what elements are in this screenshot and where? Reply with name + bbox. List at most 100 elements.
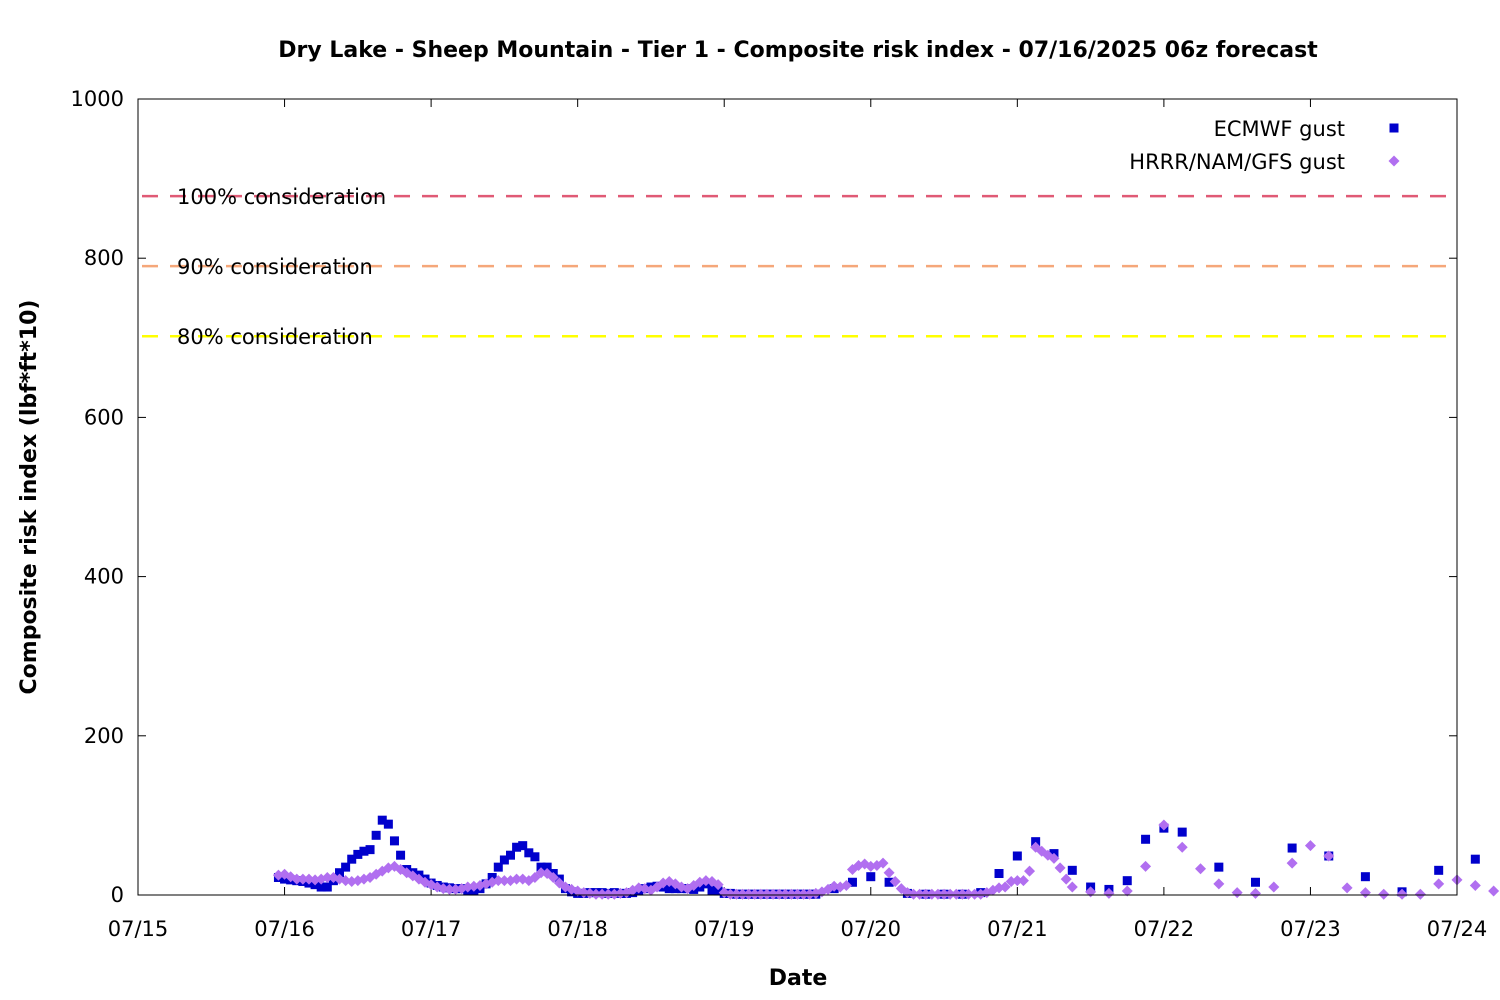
data-point <box>1287 843 1297 853</box>
data-point <box>1378 888 1390 900</box>
data-point <box>889 875 901 887</box>
data-point <box>920 888 932 900</box>
data-point <box>877 857 889 869</box>
data-point <box>1433 878 1445 890</box>
legend-label: HRRR/NAM/GFS gust <box>1129 150 1345 174</box>
data-point <box>1121 885 1133 897</box>
data-point <box>994 869 1004 879</box>
data-point <box>999 881 1011 893</box>
data-point <box>536 862 546 872</box>
data-point <box>377 815 387 825</box>
data-point <box>1122 876 1132 886</box>
data-point <box>1414 888 1426 900</box>
data-point <box>321 871 333 883</box>
x-tick-label: 07/15 <box>108 917 169 941</box>
data-point <box>1359 887 1371 899</box>
data-point <box>389 836 399 846</box>
data-point <box>1011 875 1023 887</box>
data-point <box>792 888 803 900</box>
reference-lines: 100% consideration 90% consideration 80% c… <box>142 185 1453 349</box>
data-point <box>1067 865 1077 875</box>
data-point <box>383 819 393 829</box>
legend-label: ECMWF gust <box>1214 117 1345 141</box>
x-tick-label: 07/24 <box>1427 917 1488 941</box>
data-point <box>499 855 509 865</box>
x-tick-label: 07/19 <box>694 917 755 941</box>
data-point <box>755 888 767 900</box>
x-tick-label: 07/16 <box>254 917 315 941</box>
data-point <box>291 873 303 885</box>
data-point <box>1141 834 1151 844</box>
data-point <box>749 888 761 900</box>
data-point <box>1396 888 1408 900</box>
data-point <box>712 879 724 891</box>
data-point <box>511 873 523 885</box>
data-point <box>596 888 608 900</box>
data-point <box>847 877 857 887</box>
data-point <box>1140 860 1152 872</box>
data-point <box>908 888 920 900</box>
data-point <box>1249 887 1261 899</box>
data-point <box>1231 887 1243 899</box>
data-point <box>602 888 614 900</box>
data-point <box>493 862 503 872</box>
data-point <box>1158 819 1170 831</box>
chart-title: Dry Lake - Sheep Mountain - Tier 1 - Com… <box>278 38 1318 63</box>
axis-ticks: 07/15 07/16 07/17 07/18 07/19 07/20 07/21 07/22… <box>71 87 1488 941</box>
data-point <box>938 888 950 900</box>
data-point <box>505 850 515 860</box>
data-point <box>322 882 332 892</box>
data-point <box>1024 865 1036 877</box>
y-axis-label: Composite risk index (lbf*ft*10) <box>17 300 42 695</box>
data-point <box>518 841 528 851</box>
data-point <box>1195 863 1207 875</box>
data-point <box>944 888 956 900</box>
x-tick-label: 07/17 <box>401 917 462 941</box>
data-point <box>1304 840 1316 852</box>
data-point <box>542 862 552 872</box>
data-point <box>950 888 962 900</box>
data-point <box>866 872 876 882</box>
data-point <box>547 871 559 883</box>
data-point <box>1177 827 1187 837</box>
reference-line-label: 100% consideration <box>177 185 386 209</box>
data-point <box>1060 873 1072 885</box>
data-point <box>664 884 674 894</box>
data-point <box>1213 878 1225 890</box>
data-point <box>498 875 510 887</box>
data-point <box>914 888 926 900</box>
data-point <box>443 883 455 895</box>
data-point <box>341 862 351 872</box>
data-point <box>1434 865 1444 875</box>
data-point <box>335 868 345 878</box>
data-point <box>713 886 723 896</box>
data-point <box>353 849 363 859</box>
data-point <box>365 845 375 855</box>
data-point <box>396 850 406 860</box>
legend-marker <box>1389 123 1399 133</box>
data-point <box>1012 851 1022 861</box>
y-tick-label: 1000 <box>71 87 124 111</box>
plot-frame <box>137 98 1458 896</box>
data-point <box>1323 850 1335 862</box>
data-point <box>932 888 944 900</box>
data-point <box>730 888 742 900</box>
data-point <box>1488 885 1500 897</box>
data-point <box>1103 887 1115 899</box>
y-tick-label: 200 <box>84 724 124 748</box>
x-tick-label: 07/23 <box>1280 917 1341 941</box>
x-tick-label: 07/20 <box>841 917 902 941</box>
data-point <box>530 852 540 862</box>
data-point <box>1054 862 1066 874</box>
data-point <box>969 888 981 900</box>
y-tick-label: 0 <box>111 883 124 907</box>
data-point <box>524 848 534 858</box>
data-point <box>962 888 974 900</box>
data-point <box>512 842 522 852</box>
data-point <box>779 888 791 900</box>
x-tick-label: 07/21 <box>987 917 1048 941</box>
data-point <box>743 888 755 900</box>
data-point <box>590 888 602 900</box>
data-point <box>1470 854 1480 864</box>
